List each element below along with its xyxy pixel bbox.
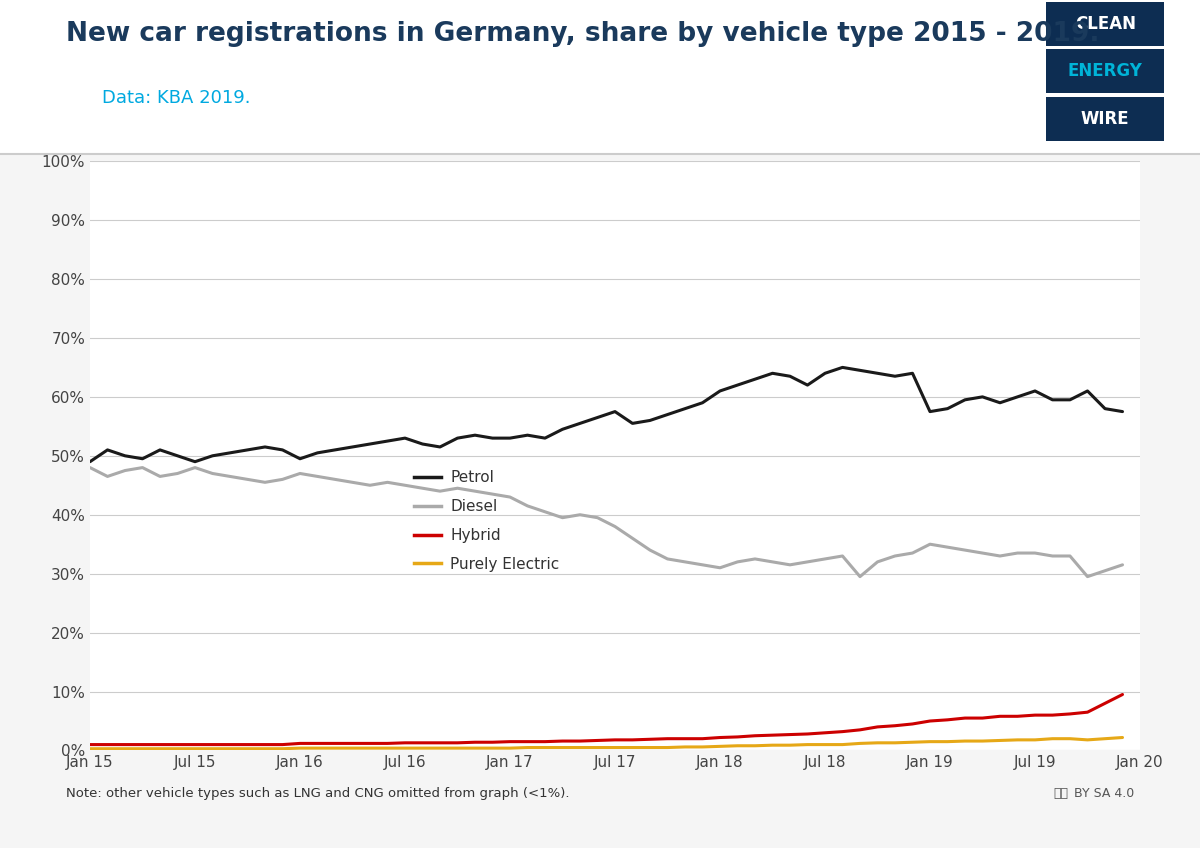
Text: Data: KBA 2019.: Data: KBA 2019. xyxy=(102,89,251,107)
Text: Note: other vehicle types such as LNG and CNG omitted from graph (<1%).: Note: other vehicle types such as LNG an… xyxy=(66,787,570,800)
Text: BY SA 4.0: BY SA 4.0 xyxy=(1074,787,1134,800)
Text: ⒸⒸ: ⒸⒸ xyxy=(1054,787,1068,800)
Text: WIRE: WIRE xyxy=(1081,109,1129,128)
Text: CLEAN: CLEAN xyxy=(1075,14,1135,33)
Legend: Petrol, Diesel, Hybrid, Purely Electric: Petrol, Diesel, Hybrid, Purely Electric xyxy=(407,465,565,577)
Text: New car registrations in Germany, share by vehicle type 2015 - 2019.: New car registrations in Germany, share … xyxy=(66,21,1099,47)
Text: ENERGY: ENERGY xyxy=(1068,62,1142,81)
